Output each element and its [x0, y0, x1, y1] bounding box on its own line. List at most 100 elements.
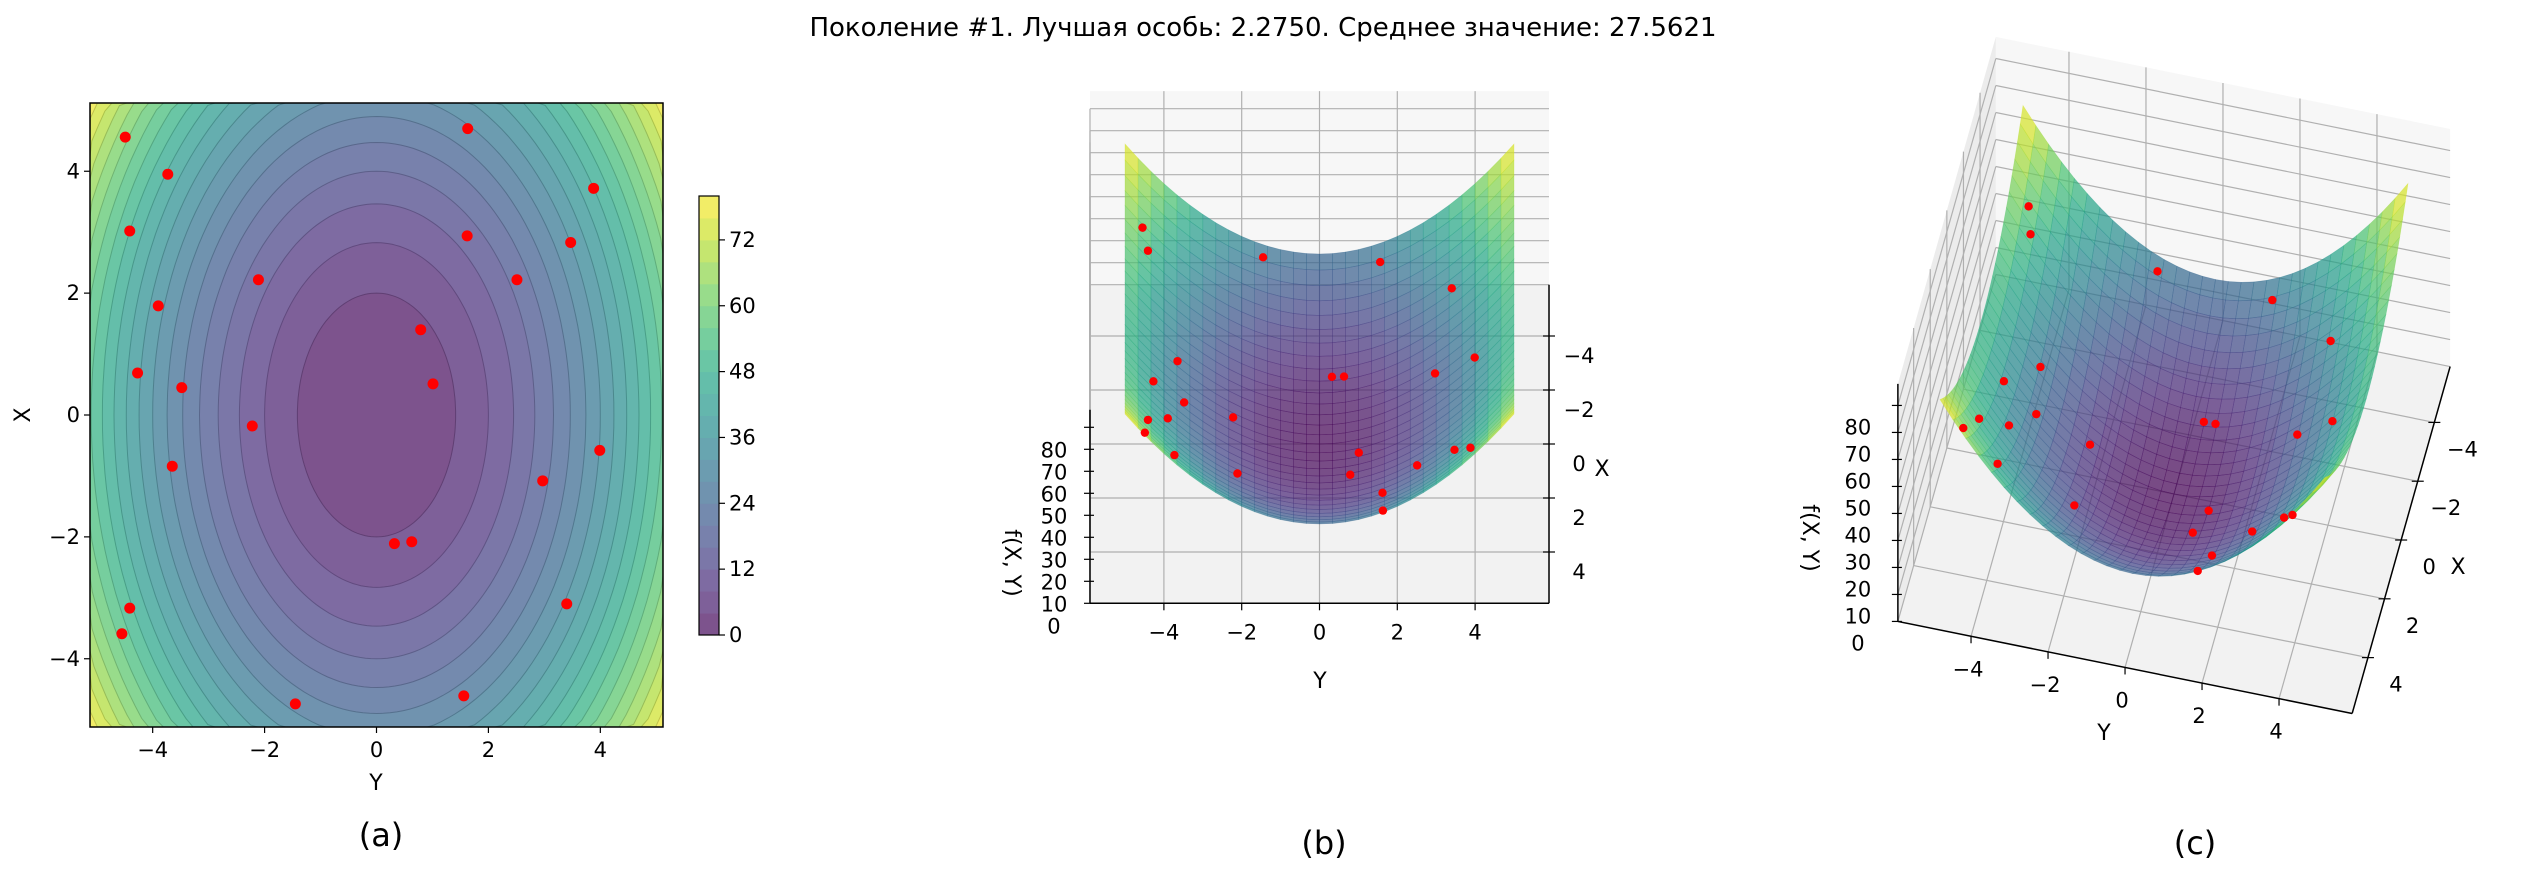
surface-patch — [2311, 476, 2328, 493]
y-axis-label: Y — [1312, 669, 1327, 694]
z-tick-label: 30 — [1041, 548, 1068, 572]
colorbar-band — [699, 283, 719, 307]
surface-patch — [1280, 324, 1294, 342]
figure-title: Поколение #1. Лучшая особь: 2.2750. Сред… — [809, 13, 1716, 43]
surface-patch — [1306, 521, 1320, 525]
surface-patch — [1306, 504, 1320, 510]
population-point — [1378, 488, 1387, 498]
population-point — [1258, 253, 1268, 262]
surface-patch — [1306, 403, 1320, 416]
population-point — [1375, 257, 1385, 267]
panel-label-a: (a) — [359, 816, 404, 854]
x-tick-label: −4 — [1564, 344, 1595, 368]
x-tick-label: 2 — [1572, 506, 1585, 530]
surface-patch — [1319, 314, 1333, 330]
population-point — [1339, 372, 1349, 381]
population-point — [461, 230, 473, 242]
surface-patch — [1332, 298, 1346, 316]
back-gridline — [1995, 57, 2451, 152]
z-tick-label: 60 — [1845, 469, 1872, 493]
colorbar-band — [699, 613, 719, 636]
x-axis-label: X — [2450, 555, 2465, 580]
population-point — [152, 300, 164, 312]
population-point — [1170, 450, 1179, 460]
y-axis-label: X — [11, 407, 36, 422]
population-point — [132, 367, 144, 379]
population-point — [252, 274, 264, 286]
population-point — [1993, 459, 2002, 468]
z-tick-label: 30 — [1845, 550, 1872, 574]
y-axis-line — [1897, 620, 2353, 715]
back-gridline — [1995, 84, 2451, 179]
surface-patch — [1293, 422, 1307, 435]
x-tick-label: 0 — [1572, 452, 1585, 476]
y-tick-label: −4 — [1953, 657, 1984, 681]
colorbar-band — [699, 371, 719, 395]
population-point — [1149, 377, 1158, 386]
surface-patch — [1319, 488, 1333, 496]
surface-patch — [1345, 249, 1359, 269]
x-tick-label: 0 — [370, 738, 383, 762]
side-gridline — [1897, 85, 1997, 433]
surface-patch — [1332, 327, 1346, 344]
x-tick-label: −4 — [2447, 437, 2478, 461]
y-tick-label: 0 — [1313, 620, 1326, 644]
population-point — [588, 182, 600, 194]
surface-patch — [1345, 280, 1359, 300]
colorbar-tick-label: 60 — [729, 294, 756, 318]
population-point — [2326, 336, 2335, 346]
surface-patch — [1280, 265, 1294, 285]
population-point — [388, 538, 400, 550]
surface-patch — [1293, 432, 1307, 444]
surface-patch — [1293, 340, 1307, 357]
z-tick-label: 80 — [1041, 438, 1068, 462]
z-tick-label: 60 — [1041, 482, 1068, 506]
surface-patch — [1306, 299, 1320, 316]
surface-patch — [1319, 475, 1333, 484]
surface-patch — [1319, 494, 1333, 501]
surface-patch — [1293, 313, 1307, 330]
floor-gridline — [1913, 564, 2369, 659]
population-point — [162, 168, 174, 180]
surface-patch — [1306, 467, 1320, 477]
z-tick-label: 80 — [1845, 415, 1872, 439]
surface-patch — [1319, 342, 1333, 357]
surface-patch — [1306, 328, 1320, 344]
population-point — [2288, 510, 2297, 520]
surface-patch — [1319, 380, 1333, 394]
x-tick-label: 4 — [594, 738, 607, 762]
surface-patch — [1345, 310, 1359, 328]
x-tick-label: 2 — [2406, 614, 2419, 638]
surface-patch — [1293, 354, 1307, 369]
surface-patch — [1332, 412, 1346, 425]
population-point — [1228, 413, 1238, 422]
population-point — [1466, 443, 1475, 452]
surface-patch — [1280, 310, 1294, 328]
colorbar-tick-label: 12 — [729, 557, 756, 581]
surface-patch — [1306, 342, 1320, 357]
surface-patch — [1293, 366, 1307, 382]
surface-patch — [1319, 284, 1333, 302]
side-gridline — [1897, 139, 1997, 487]
population-point — [594, 444, 606, 456]
back-gridline — [1995, 138, 2451, 233]
population-point — [176, 382, 188, 394]
population-point — [2036, 362, 2045, 372]
y-tick-label: −2 — [1226, 620, 1257, 644]
population-point — [2248, 527, 2257, 536]
population-point — [2199, 417, 2209, 427]
population-point — [2188, 528, 2197, 537]
surface-patch — [1306, 368, 1320, 382]
surface-patch — [1293, 267, 1307, 286]
z-tick-label: 0 — [1047, 614, 1060, 638]
population-point — [1470, 353, 1479, 362]
x-tick-label: 4 — [1572, 560, 1585, 584]
surface-patch — [1306, 499, 1320, 506]
surface-patch — [1332, 378, 1346, 393]
surface-patch — [1306, 314, 1320, 330]
surface-patch — [1306, 488, 1320, 496]
surface-patch — [1332, 401, 1346, 415]
z-tick-label: 10 — [1845, 604, 1872, 628]
